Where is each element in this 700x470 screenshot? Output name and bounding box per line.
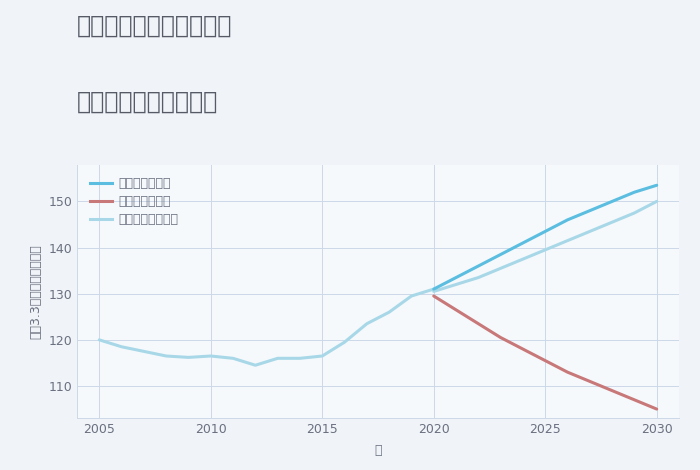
- Text: 兵庫県西宮市今津曙町の: 兵庫県西宮市今津曙町の: [77, 14, 232, 38]
- X-axis label: 年: 年: [374, 445, 382, 457]
- Y-axis label: 坪（3.3㎡）単価（万円）: 坪（3.3㎡）単価（万円）: [29, 244, 43, 339]
- Text: 中古戸建ての価格推移: 中古戸建ての価格推移: [77, 89, 218, 113]
- Legend: グッドシナリオ, バッドシナリオ, ノーマルシナリオ: グッドシナリオ, バッドシナリオ, ノーマルシナリオ: [85, 172, 183, 231]
